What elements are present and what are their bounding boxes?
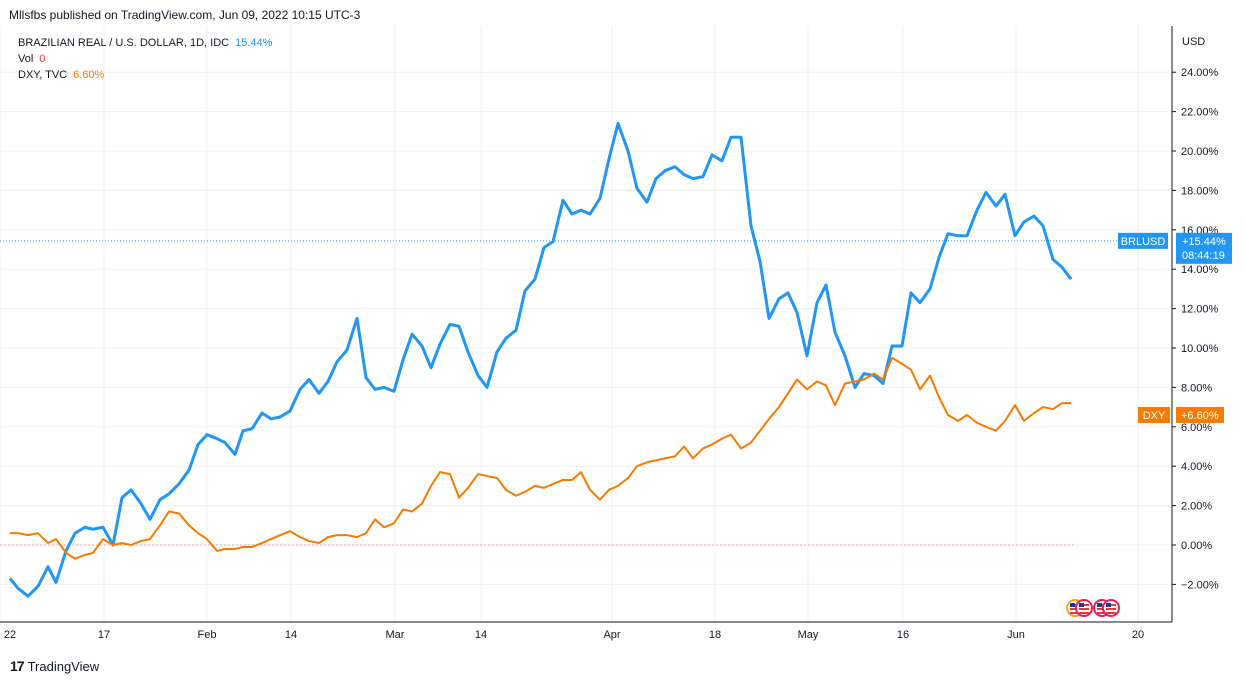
price-tags: BRLUSD +15.44% 08:44:19 DXY +6.60%: [1118, 232, 1232, 423]
flag-canton: [1097, 603, 1102, 607]
flag-stripe: [1079, 612, 1089, 614]
tradingview-logo-icon: 17: [10, 658, 25, 674]
y-tick-label: 4.00%: [1181, 461, 1212, 473]
x-tick-label: 16: [897, 629, 909, 641]
chart-legend: BRAZILIAN REAL / U.S. DOLLAR, 1D, IDC 15.…: [18, 35, 272, 83]
publisher-line: Mllsfbs published on TradingView.com, Ju…: [9, 8, 361, 22]
dxy-value-text: +6.60%: [1181, 410, 1219, 422]
y-tick-label: 12.00%: [1181, 304, 1219, 316]
brl-value-tag: [1176, 232, 1232, 264]
chart-canvas[interactable]: 24.00%22.00%20.00%18.00%16.00%14.00%12.0…: [0, 26, 1246, 656]
x-tick-label: Mar: [386, 629, 405, 641]
flag-stripe: [1070, 608, 1080, 610]
x-tick-label: 22: [4, 629, 16, 641]
brl-symbol-text: BRLUSD: [1121, 236, 1166, 248]
y-tick-label: −2.00%: [1181, 579, 1219, 591]
y-tick-label: 22.00%: [1181, 107, 1219, 119]
y-tick-label: 14.00%: [1181, 264, 1219, 276]
event-flags[interactable]: [1066, 599, 1120, 617]
x-tick-label: Apr: [603, 629, 620, 641]
flag-stripe: [1070, 612, 1080, 614]
flag-canton: [1079, 603, 1084, 607]
dxy-symbol-tag: [1138, 406, 1170, 423]
dxy-value-tag: [1176, 406, 1224, 423]
tradingview-brand: TradingView: [27, 658, 100, 674]
x-tick-label: Feb: [198, 629, 217, 641]
legend-vol-label: Vol: [18, 53, 34, 65]
flag-stripe: [1106, 608, 1116, 610]
us-flag-icon[interactable]: [1102, 599, 1120, 617]
x-tick-label: 17: [98, 629, 110, 641]
y-tick-label: 10.00%: [1181, 343, 1219, 355]
legend-main-value: 15.44%: [235, 37, 273, 49]
x-tick-label: 20: [1132, 629, 1144, 641]
flag-stripe: [1097, 612, 1107, 614]
x-tick-label: May: [798, 629, 819, 641]
chart-area[interactable]: 24.00% 22.00% 20.00% 18.00% 16.00% 14.00% 12.0…: [0, 26, 1246, 656]
legend-vol-value: 0: [39, 53, 46, 65]
legend-main-row[interactable]: BRAZILIAN REAL / U.S. DOLLAR, 1D, IDC 15.…: [18, 35, 272, 51]
grid-lines: [0, 26, 1172, 622]
legend-compare-series: DXY, TVC: [18, 69, 68, 81]
y-tick-label: 24.00%: [1181, 67, 1219, 79]
legend-compare-row[interactable]: DXY, TVC 6.60%: [18, 67, 272, 83]
brl-symbol-tag: [1118, 232, 1168, 249]
y-axis-unit: USD: [1182, 36, 1205, 48]
series-layer: [8, 121, 1073, 598]
axes: 24.00%22.00%20.00%18.00%16.00%14.00%12.0…: [0, 26, 1219, 641]
footer-branding[interactable]: 17 TradingView: [10, 658, 99, 674]
y-tick-label: 20.00%: [1181, 146, 1219, 158]
flag-canton: [1106, 603, 1111, 607]
x-tick-label: 14: [285, 629, 297, 641]
legend-compare-value: 6.60%: [73, 69, 105, 81]
series-line-brlusd: [8, 121, 1073, 598]
legend-main-series: BRAZILIAN REAL / U.S. DOLLAR, 1D, IDC: [18, 37, 230, 49]
us-flag-icon[interactable]: [1075, 599, 1093, 617]
y-tick-label: 0.00%: [1181, 540, 1212, 552]
flag-stripe: [1079, 608, 1089, 610]
y-tick-label: 18.00%: [1181, 185, 1219, 197]
flag-stripe: [1097, 608, 1107, 610]
x-tick-label: 14: [475, 629, 487, 641]
series-line-dxy: [10, 356, 1071, 560]
x-tick-label: 18: [709, 629, 721, 641]
dxy-symbol-text: DXY: [1143, 410, 1166, 422]
brl-countdown-text: 08:44:19: [1182, 250, 1225, 262]
y-tick-label: 8.00%: [1181, 382, 1212, 394]
flag-canton: [1070, 603, 1075, 607]
flag-stripe: [1106, 612, 1116, 614]
legend-vol-row[interactable]: Vol 0: [18, 51, 272, 67]
y-tick-label: 6.00%: [1181, 422, 1212, 434]
brl-value-text: +15.44%: [1182, 236, 1226, 248]
x-tick-label: Jun: [1007, 629, 1025, 641]
y-tick-label: 2.00%: [1181, 501, 1212, 513]
